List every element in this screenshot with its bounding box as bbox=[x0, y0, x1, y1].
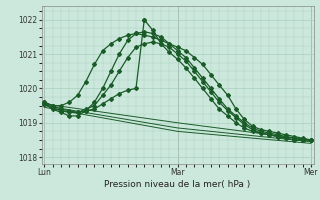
X-axis label: Pression niveau de la mer( hPa ): Pression niveau de la mer( hPa ) bbox=[104, 180, 251, 189]
